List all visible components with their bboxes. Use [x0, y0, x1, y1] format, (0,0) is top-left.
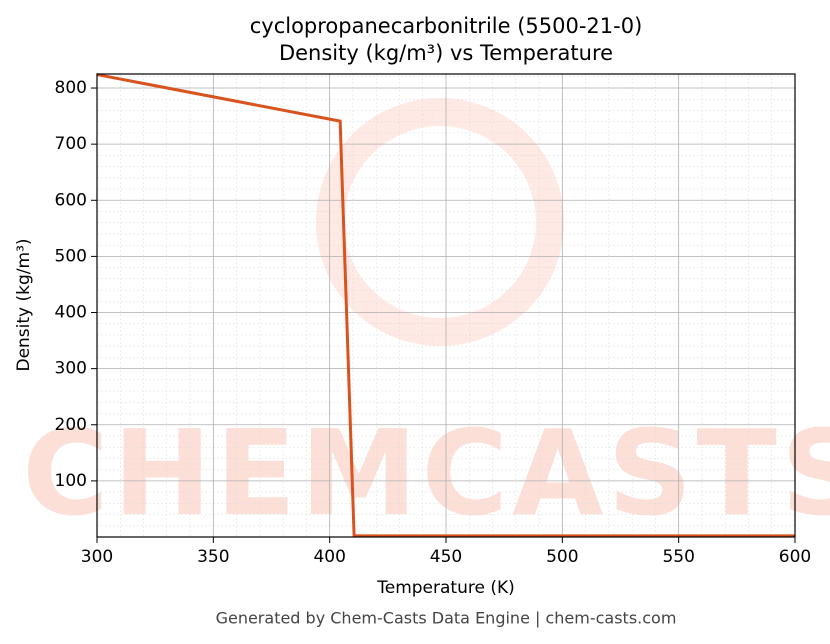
y-tick-label: 200: [55, 415, 87, 435]
data-line: [96, 73, 795, 538]
x-tick-label: 400: [313, 547, 345, 567]
chart-subtitle: Density (kg/m³) vs Temperature: [279, 41, 613, 65]
x-tick-label: 300: [81, 547, 113, 567]
x-tick-label: 600: [779, 547, 811, 567]
y-tick-label: 600: [55, 190, 87, 210]
y-tick-label: 500: [55, 246, 87, 266]
y-tick-label: 700: [55, 134, 87, 154]
x-axis-label: Temperature (K): [376, 578, 515, 598]
y-tick-label: 300: [55, 359, 87, 379]
watermark-logo: [316, 98, 564, 346]
x-tick-label: 450: [430, 547, 462, 567]
y-axis-label: Density (kg/m³): [14, 238, 34, 371]
x-tick-label: 550: [662, 547, 694, 567]
chart-title: cyclopropanecarbonitrile (5500-21-0): [250, 14, 643, 38]
y-tick-label: 400: [55, 303, 87, 323]
x-tick-label: 350: [197, 547, 229, 567]
x-tick-label: 500: [546, 547, 578, 567]
watermark: CHEMCASTS: [22, 404, 830, 542]
y-tick-label: 100: [55, 471, 87, 491]
plot-frame: [96, 73, 796, 538]
footer: Generated by Chem-Casts Data Engine | ch…: [216, 609, 677, 628]
y-tick-label: 800: [55, 78, 87, 98]
